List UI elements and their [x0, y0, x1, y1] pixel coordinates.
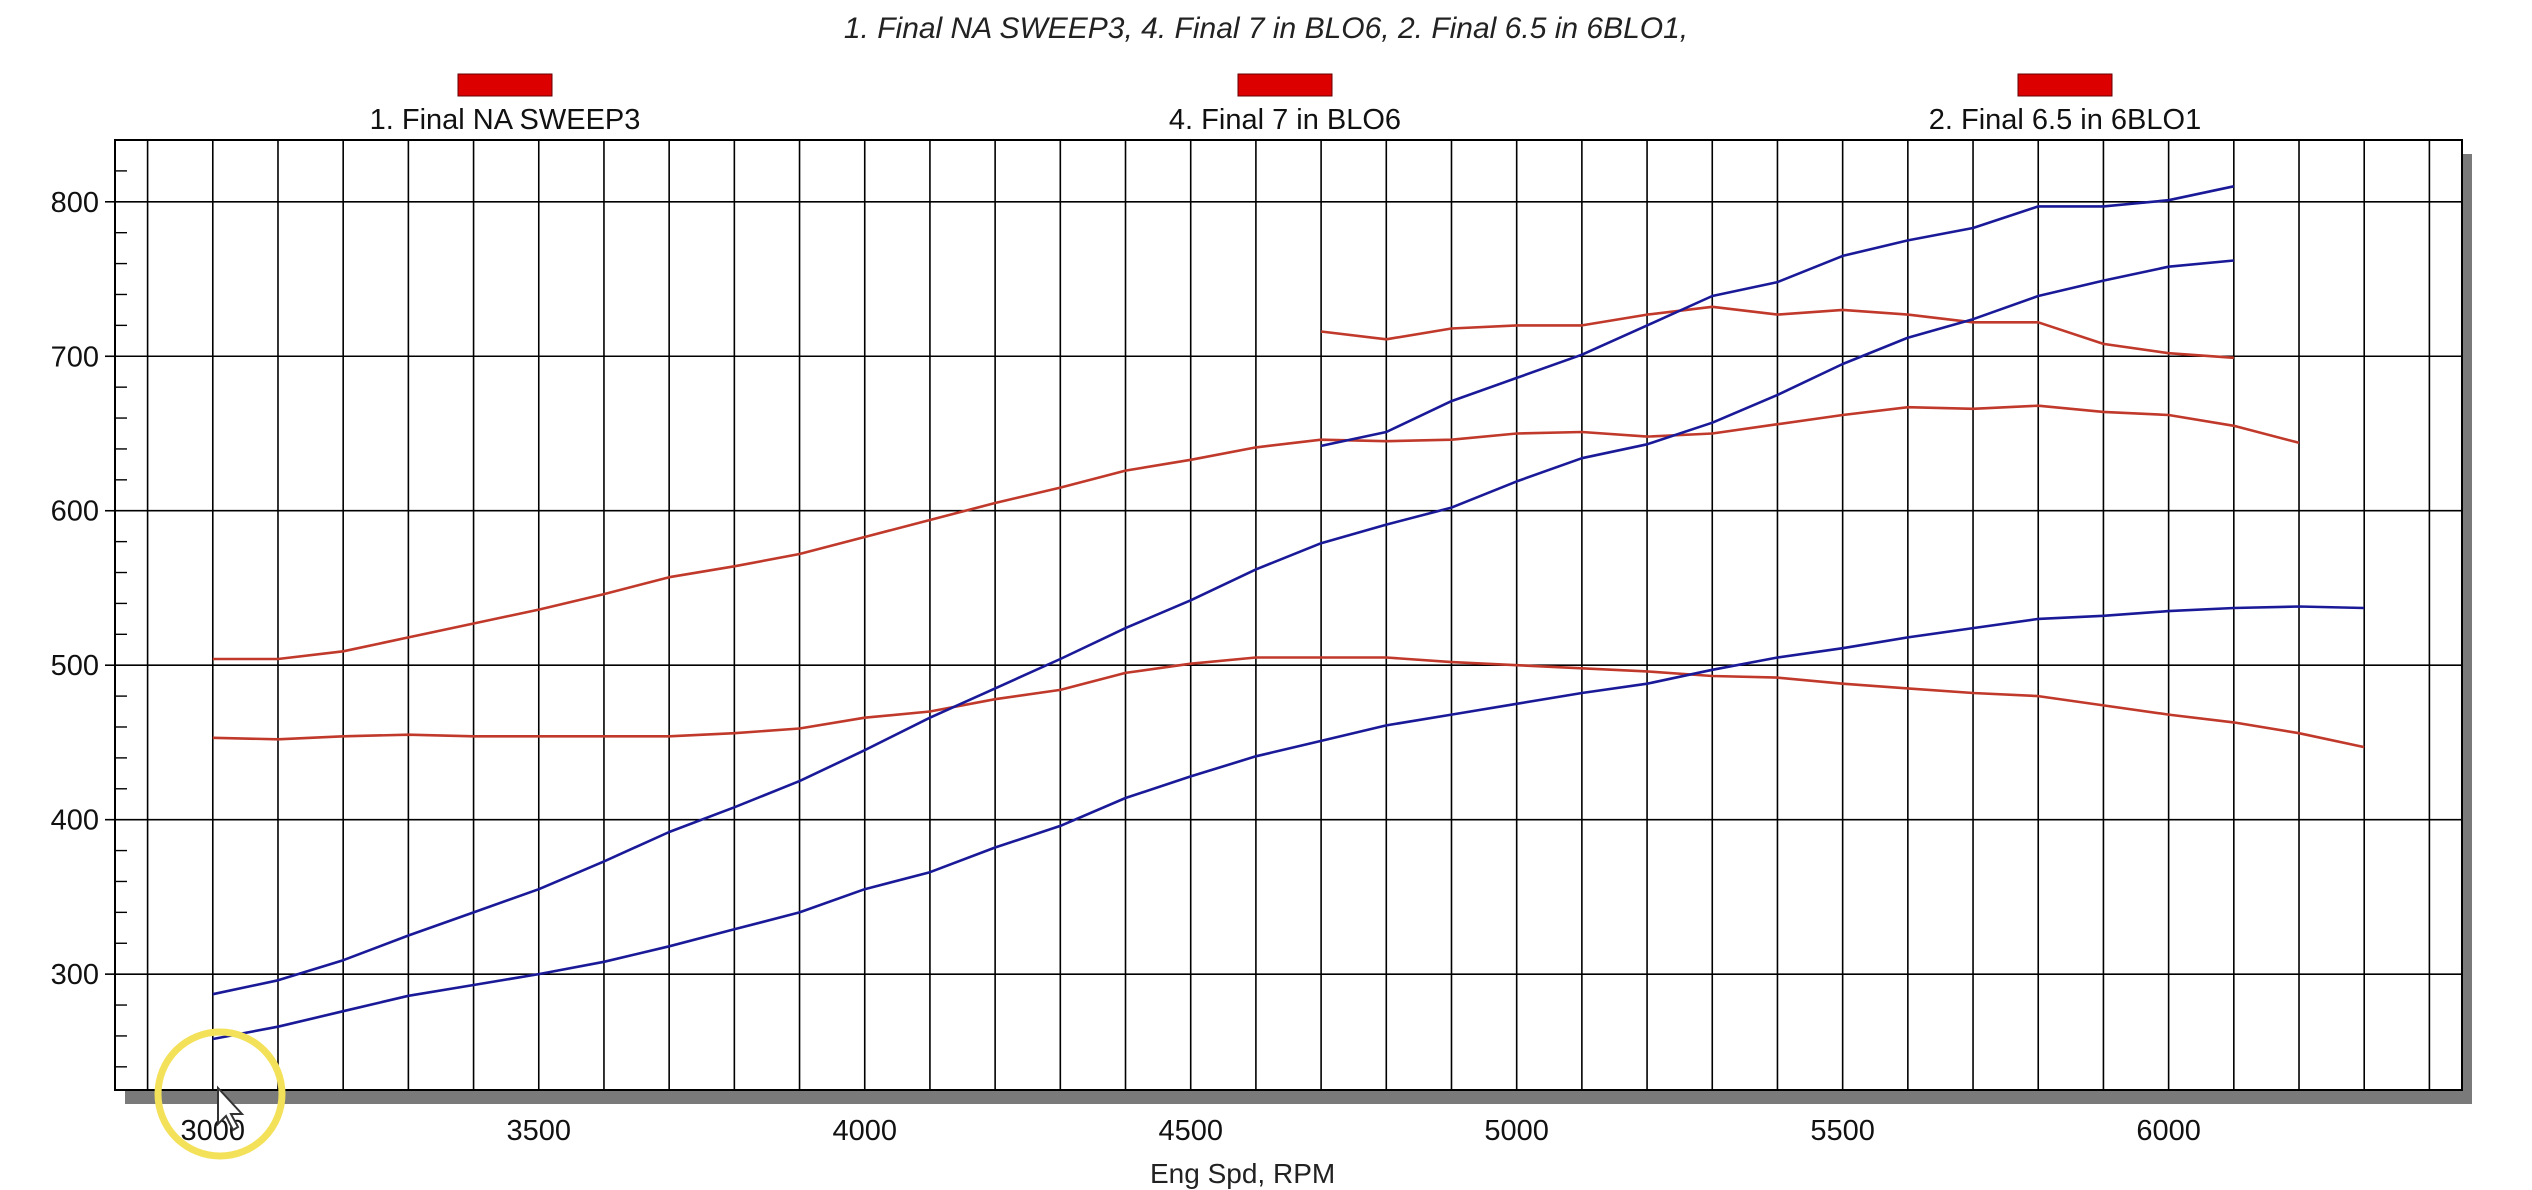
x-tick-label: 5000: [1484, 1115, 1549, 1147]
y-tick-label: 800: [51, 187, 99, 219]
x-axis-label: Eng Spd, RPM: [1150, 1158, 1336, 1189]
y-tick-label: 700: [51, 341, 99, 373]
x-tick-label: 3000: [181, 1115, 246, 1147]
series-line-5: [212, 605, 2365, 1041]
y-tick-label: 600: [51, 496, 99, 528]
legend-swatch: [2017, 73, 2113, 97]
x-tick-label: 3500: [507, 1115, 572, 1147]
y-tick-label: 300: [51, 959, 99, 991]
x-tick-label: 5500: [1810, 1115, 1875, 1147]
legend-label: 1. Final NA SWEEP3: [370, 104, 641, 136]
chart-subtitle: 1. Final NA SWEEP3, 4. Final 7 in BLO6, …: [843, 12, 1689, 45]
y-tick-label: 500: [51, 650, 99, 682]
series-line-3: [1320, 305, 2234, 360]
legend-swatch: [457, 73, 553, 97]
series-line-6: [1320, 185, 2235, 448]
plot-frame: [114, 139, 2463, 1091]
x-tick-label: 4500: [1158, 1115, 1223, 1147]
legend-label: 4. Final 7 in BLO6: [1169, 104, 1401, 136]
legend-swatch: [1237, 73, 1333, 97]
y-tick-label: 400: [51, 805, 99, 837]
series-line-2: [212, 656, 2365, 749]
legend: 1. Final NA SWEEP3 4. Final 7 in BLO6 2. F…: [370, 73, 2201, 136]
x-tick-label: 6000: [2136, 1115, 2201, 1147]
plot-area: 300 400 500 600 700 800 3000 3500 4000 4500 5000 55…: [51, 139, 2472, 1147]
x-tick-label: 4000: [832, 1115, 897, 1147]
series-line-1: [212, 404, 2300, 661]
legend-label: 2. Final 6.5 in 6BLO1: [1929, 104, 2201, 136]
series-line-4: [212, 259, 2234, 996]
